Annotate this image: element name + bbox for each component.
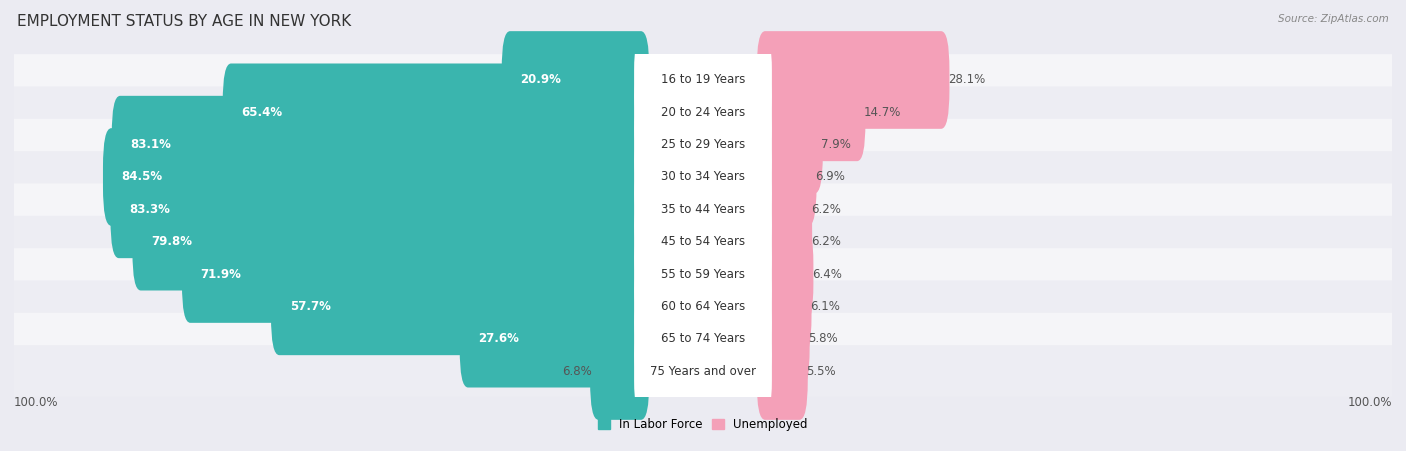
Text: 79.8%: 79.8% — [150, 235, 193, 248]
FancyBboxPatch shape — [591, 322, 650, 420]
Text: 20 to 24 Years: 20 to 24 Years — [661, 106, 745, 119]
FancyBboxPatch shape — [103, 128, 650, 226]
FancyBboxPatch shape — [460, 290, 650, 387]
FancyBboxPatch shape — [502, 31, 650, 129]
Text: 28.1%: 28.1% — [948, 74, 986, 87]
FancyBboxPatch shape — [756, 290, 810, 387]
Text: 30 to 34 Years: 30 to 34 Years — [661, 170, 745, 184]
FancyBboxPatch shape — [111, 161, 650, 258]
FancyBboxPatch shape — [634, 296, 772, 381]
FancyBboxPatch shape — [634, 102, 772, 187]
FancyBboxPatch shape — [8, 345, 1398, 397]
Text: 45 to 54 Years: 45 to 54 Years — [661, 235, 745, 248]
FancyBboxPatch shape — [634, 264, 772, 349]
FancyBboxPatch shape — [222, 64, 650, 161]
FancyBboxPatch shape — [111, 96, 650, 193]
Text: 5.5%: 5.5% — [807, 364, 837, 377]
Text: 6.4%: 6.4% — [813, 267, 842, 281]
Text: Source: ZipAtlas.com: Source: ZipAtlas.com — [1278, 14, 1389, 23]
FancyBboxPatch shape — [132, 193, 650, 290]
FancyBboxPatch shape — [634, 70, 772, 155]
FancyBboxPatch shape — [181, 225, 650, 323]
Text: 35 to 44 Years: 35 to 44 Years — [661, 203, 745, 216]
Text: 100.0%: 100.0% — [1347, 396, 1392, 409]
Text: 83.3%: 83.3% — [129, 203, 170, 216]
Text: 71.9%: 71.9% — [201, 267, 242, 281]
FancyBboxPatch shape — [8, 184, 1398, 235]
FancyBboxPatch shape — [8, 248, 1398, 300]
Text: 65 to 74 Years: 65 to 74 Years — [661, 332, 745, 345]
Text: 84.5%: 84.5% — [121, 170, 163, 184]
FancyBboxPatch shape — [756, 258, 811, 355]
Text: 25 to 29 Years: 25 to 29 Years — [661, 138, 745, 151]
FancyBboxPatch shape — [271, 258, 650, 355]
FancyBboxPatch shape — [8, 281, 1398, 332]
Text: 7.9%: 7.9% — [821, 138, 851, 151]
Legend: In Labor Force, Unemployed: In Labor Force, Unemployed — [593, 413, 813, 436]
FancyBboxPatch shape — [756, 193, 813, 290]
FancyBboxPatch shape — [634, 232, 772, 316]
FancyBboxPatch shape — [634, 37, 772, 122]
FancyBboxPatch shape — [756, 64, 866, 161]
Text: 55 to 59 Years: 55 to 59 Years — [661, 267, 745, 281]
FancyBboxPatch shape — [756, 96, 823, 193]
Text: 6.9%: 6.9% — [815, 170, 845, 184]
FancyBboxPatch shape — [756, 161, 813, 258]
FancyBboxPatch shape — [8, 151, 1398, 203]
FancyBboxPatch shape — [8, 54, 1398, 106]
Text: 14.7%: 14.7% — [865, 106, 901, 119]
Text: 6.2%: 6.2% — [811, 203, 841, 216]
FancyBboxPatch shape — [8, 216, 1398, 267]
FancyBboxPatch shape — [756, 322, 808, 420]
Text: 6.1%: 6.1% — [810, 300, 839, 313]
Text: 65.4%: 65.4% — [242, 106, 283, 119]
Text: 75 Years and over: 75 Years and over — [650, 364, 756, 377]
FancyBboxPatch shape — [634, 167, 772, 252]
FancyBboxPatch shape — [756, 128, 817, 226]
Text: 100.0%: 100.0% — [14, 396, 59, 409]
Text: 6.2%: 6.2% — [811, 235, 841, 248]
FancyBboxPatch shape — [8, 119, 1398, 170]
Text: 60 to 64 Years: 60 to 64 Years — [661, 300, 745, 313]
Text: 83.1%: 83.1% — [131, 138, 172, 151]
FancyBboxPatch shape — [634, 135, 772, 219]
Text: 16 to 19 Years: 16 to 19 Years — [661, 74, 745, 87]
Text: 5.8%: 5.8% — [808, 332, 838, 345]
FancyBboxPatch shape — [8, 87, 1398, 138]
FancyBboxPatch shape — [756, 31, 949, 129]
Text: 57.7%: 57.7% — [290, 300, 330, 313]
Text: 27.6%: 27.6% — [478, 332, 519, 345]
FancyBboxPatch shape — [634, 199, 772, 284]
FancyBboxPatch shape — [756, 225, 814, 323]
Text: EMPLOYMENT STATUS BY AGE IN NEW YORK: EMPLOYMENT STATUS BY AGE IN NEW YORK — [17, 14, 352, 28]
Text: 6.8%: 6.8% — [562, 364, 592, 377]
FancyBboxPatch shape — [8, 313, 1398, 364]
FancyBboxPatch shape — [634, 329, 772, 414]
Text: 20.9%: 20.9% — [520, 74, 561, 87]
